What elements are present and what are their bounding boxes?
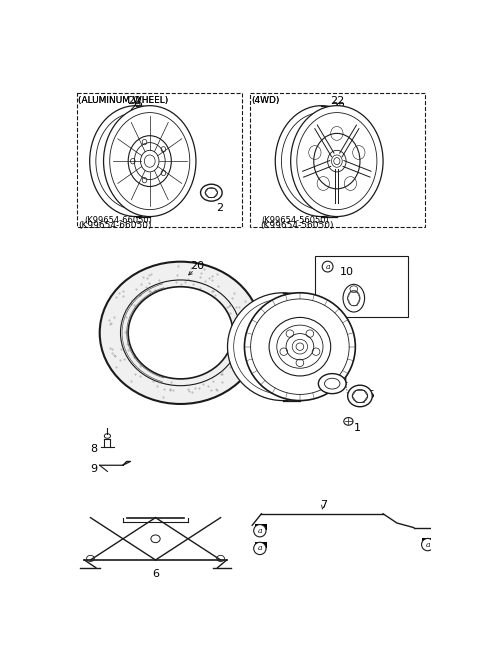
Text: (4WD): (4WD) [252,96,280,105]
Ellipse shape [286,334,314,359]
Text: 1: 1 [354,423,361,433]
Ellipse shape [228,293,338,401]
Text: (4WD): (4WD) [252,96,280,105]
Text: a: a [325,262,330,270]
Text: 5: 5 [368,390,375,400]
Text: 22: 22 [331,102,346,112]
Text: (ALUMINUM WHEEL): (ALUMINUM WHEEL) [78,96,168,105]
Text: 7: 7 [320,500,327,510]
Ellipse shape [318,374,346,394]
Ellipse shape [201,184,222,201]
Text: 8: 8 [90,445,97,455]
Text: 33: 33 [306,302,320,312]
Text: a: a [258,544,262,552]
Ellipse shape [291,106,383,216]
Text: 9: 9 [90,464,97,474]
Bar [255,523,267,530]
Ellipse shape [104,106,196,216]
Text: (K99654-66050): (K99654-66050) [78,221,152,230]
Text: 22: 22 [330,96,344,106]
Ellipse shape [269,318,331,376]
Text: a: a [425,541,430,548]
Ellipse shape [141,150,159,172]
Bar [255,543,267,548]
Text: 10: 10 [340,266,354,277]
Ellipse shape [244,293,355,401]
Text: 20: 20 [191,261,204,271]
Bar [250,92,425,228]
Text: (ALUMINUM WHEEL): (ALUMINUM WHEEL) [78,96,168,105]
Ellipse shape [348,385,372,407]
Ellipse shape [343,284,365,312]
Circle shape [421,539,434,551]
Text: 6: 6 [152,569,159,579]
Circle shape [254,525,266,537]
Ellipse shape [120,280,240,386]
Text: a: a [258,527,262,535]
Ellipse shape [128,136,171,186]
Circle shape [322,261,333,272]
Text: (K99654-56050): (K99654-56050) [260,221,333,230]
Circle shape [254,543,266,554]
Text: 2: 2 [216,203,223,213]
Ellipse shape [314,133,360,189]
Text: (K99654-66050): (K99654-66050) [84,216,152,225]
Text: 22: 22 [127,96,142,106]
Ellipse shape [344,417,353,425]
Ellipse shape [332,155,342,167]
Bar [77,92,242,228]
Ellipse shape [100,262,262,404]
Bar [315,256,408,318]
Text: (K99654-56050): (K99654-56050) [262,216,329,225]
Text: 22: 22 [129,102,143,112]
Text: 4: 4 [340,377,347,388]
Bar [422,539,434,544]
Ellipse shape [128,287,233,379]
